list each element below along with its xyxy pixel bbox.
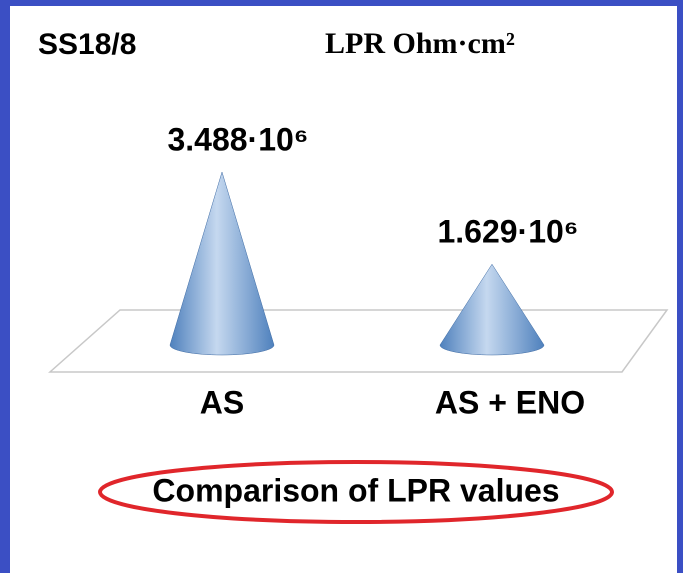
value-label: 1.629·10⁶ — [437, 214, 578, 250]
x-tick-label: AS — [200, 384, 244, 420]
floor — [48, 309, 669, 373]
chart-subtitle: LPR Ohm·cm² — [325, 27, 515, 60]
frame-left — [0, 0, 10, 573]
cone — [439, 263, 545, 356]
frame-right — [677, 0, 683, 573]
cone — [169, 171, 275, 356]
chart-title: SS18/8 — [38, 28, 136, 61]
value-label: 3.488·10⁶ — [167, 121, 308, 157]
caption: Comparison of LPR values — [152, 472, 559, 508]
caption-outline — [98, 460, 614, 524]
x-tick-label: AS + ENO — [435, 384, 585, 420]
frame-top — [0, 0, 683, 6]
